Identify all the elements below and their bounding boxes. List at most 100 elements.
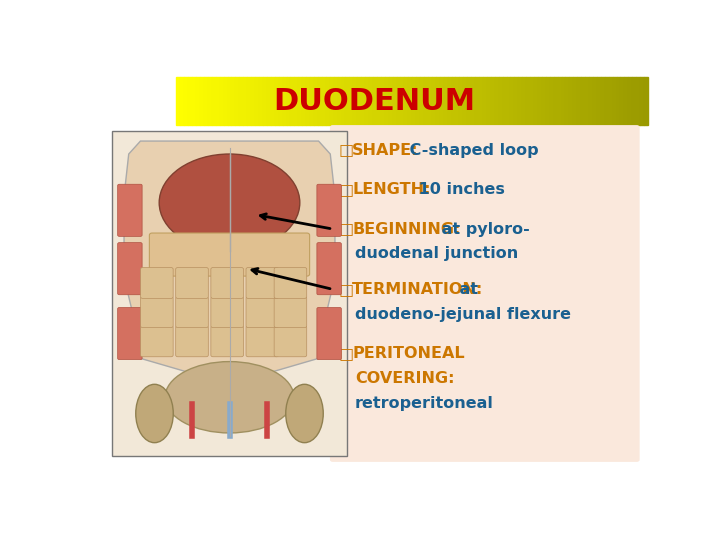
Bar [326,77,330,125]
Ellipse shape [136,384,174,443]
Bar [444,77,448,125]
Bar [255,77,259,125]
Bar [570,77,573,125]
Bar [428,77,432,125]
Polygon shape [124,141,335,384]
Bar [184,77,188,125]
Bar [365,77,369,125]
Text: PERITONEAL: PERITONEAL [352,346,465,361]
Bar [589,77,593,125]
FancyBboxPatch shape [211,296,243,328]
Bar [282,77,287,125]
Text: □: □ [338,282,354,297]
Bar [413,77,416,125]
Bar [636,77,640,125]
FancyBboxPatch shape [317,307,341,360]
Bar [330,77,333,125]
Bar [389,77,392,125]
Bar [341,77,346,125]
Bar [534,77,538,125]
Bar [361,77,365,125]
Bar [290,77,294,125]
Bar [585,77,589,125]
Bar [377,77,381,125]
Bar [354,77,357,125]
Bar [224,77,228,125]
Bar [565,77,570,125]
FancyBboxPatch shape [140,326,173,357]
Bar [232,77,235,125]
FancyBboxPatch shape [274,326,307,357]
Bar [188,77,192,125]
Ellipse shape [165,362,294,433]
Bar [562,77,565,125]
Bar [235,77,239,125]
Bar [392,77,397,125]
Bar [608,77,613,125]
Bar [349,77,354,125]
FancyBboxPatch shape [317,184,341,237]
Bar [294,77,298,125]
Bar [275,77,279,125]
Bar [381,77,384,125]
Bar [530,77,534,125]
FancyBboxPatch shape [117,184,142,237]
Ellipse shape [286,384,323,443]
Bar [416,77,420,125]
Bar [522,77,526,125]
Bar [507,77,510,125]
Bar [518,77,522,125]
Bar [550,77,554,125]
Bar [271,77,275,125]
FancyBboxPatch shape [117,307,142,360]
Text: □: □ [338,182,354,197]
Bar [267,77,271,125]
Bar [613,77,616,125]
Bar [424,77,428,125]
Text: duodeno-jejunal flexure: duodeno-jejunal flexure [355,307,571,322]
Bar [514,77,518,125]
Text: at: at [454,282,478,297]
Bar [263,77,267,125]
Bar [487,77,491,125]
Bar [287,77,290,125]
FancyBboxPatch shape [149,233,310,276]
Bar [220,77,224,125]
Bar [310,77,314,125]
Bar [629,77,632,125]
FancyBboxPatch shape [246,267,279,299]
Bar [176,77,181,125]
Bar [451,77,456,125]
Bar [601,77,605,125]
Bar [369,77,373,125]
Text: C-shaped loop: C-shaped loop [404,143,539,158]
Bar [400,77,405,125]
Bar [333,77,338,125]
Bar [239,77,243,125]
Bar [475,77,479,125]
Bar [397,77,400,125]
Text: □: □ [338,346,354,361]
Bar [322,77,326,125]
Bar [247,77,251,125]
FancyBboxPatch shape [176,267,208,299]
FancyBboxPatch shape [176,326,208,357]
Bar [436,77,440,125]
Bar [632,77,636,125]
Bar [644,77,648,125]
FancyBboxPatch shape [274,267,307,299]
Bar [228,77,232,125]
Bar [196,77,200,125]
Text: SHAPE:: SHAPE: [352,143,419,158]
Bar [467,77,471,125]
Bar [408,77,413,125]
Bar [605,77,608,125]
Bar [459,77,464,125]
Bar [573,77,577,125]
Bar [192,77,196,125]
Bar [593,77,597,125]
Bar [338,77,341,125]
FancyBboxPatch shape [140,267,173,299]
Text: 10 inches: 10 inches [413,182,505,197]
Bar [577,77,581,125]
